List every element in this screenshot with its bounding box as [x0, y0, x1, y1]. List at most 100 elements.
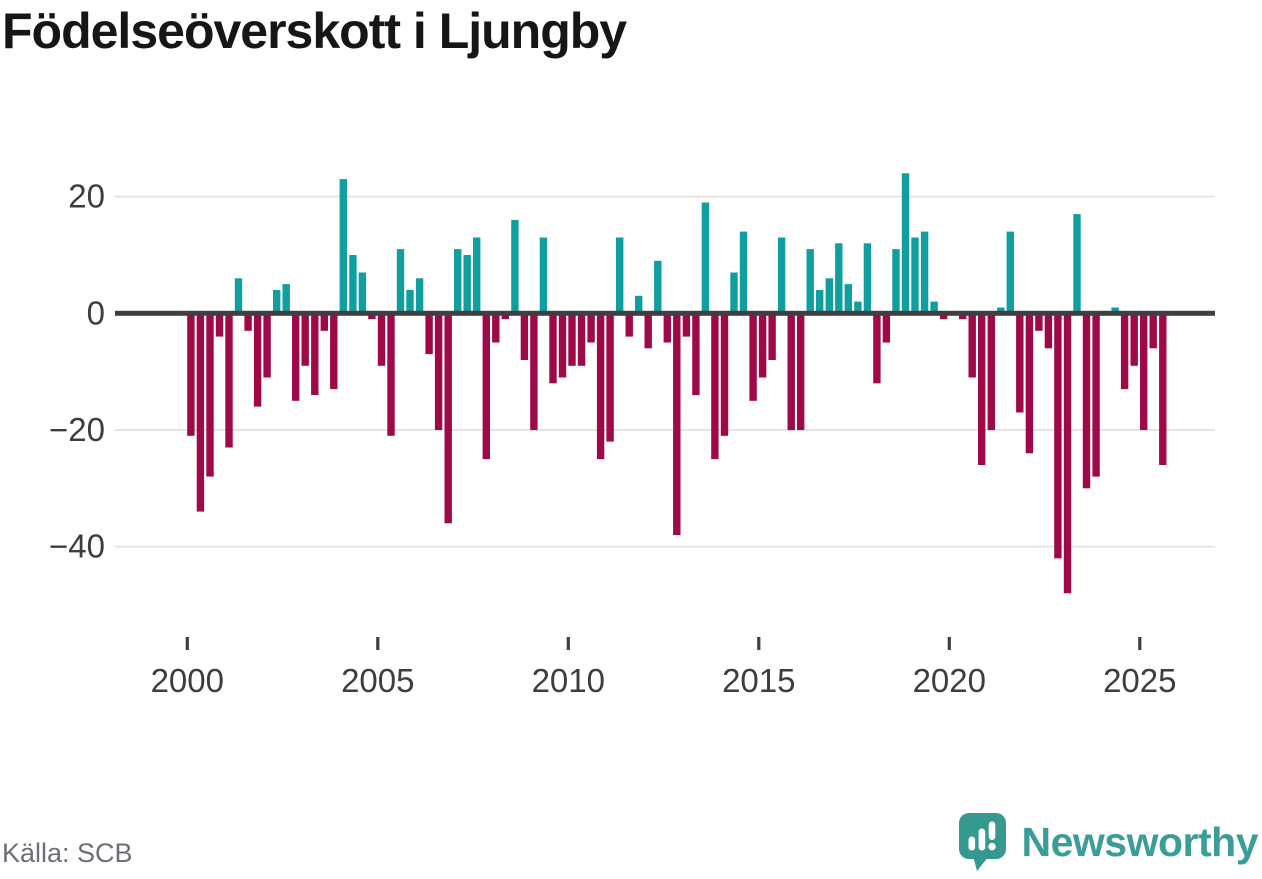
bar-negative — [215, 313, 224, 337]
bar-negative — [1130, 313, 1138, 366]
bar-negative — [959, 313, 967, 320]
bar-negative — [549, 313, 557, 384]
bar-positive — [339, 179, 347, 314]
bar-positive — [863, 243, 872, 314]
y-axis-label: −40 — [49, 528, 105, 565]
x-axis-label: 2005 — [341, 662, 414, 699]
source-note: Källa: SCB — [2, 838, 133, 868]
bar-positive — [511, 220, 519, 314]
bar-positive — [825, 278, 833, 314]
bar-negative — [1016, 313, 1024, 413]
bar-negative — [196, 313, 205, 512]
bar-negative — [673, 313, 681, 535]
bar-negative — [596, 313, 605, 460]
bar-negative — [1063, 313, 1072, 594]
bar-positive — [654, 260, 662, 314]
bar-negative — [606, 313, 614, 442]
bar-negative — [1159, 313, 1167, 465]
bar-negative — [692, 313, 700, 395]
x-tick-mark — [376, 637, 380, 650]
bar-negative — [568, 313, 576, 366]
bar-positive — [930, 301, 938, 314]
bar-negative — [1120, 313, 1129, 390]
bar-negative — [787, 313, 795, 430]
bar-positive — [835, 243, 843, 314]
y-axis-label: 0 — [87, 294, 105, 331]
bar-positive — [463, 255, 471, 314]
bar-positive — [473, 237, 481, 314]
y-axis-label: −20 — [49, 411, 105, 448]
bar-negative — [1092, 313, 1100, 477]
bar-positive — [415, 278, 424, 314]
bar-negative — [882, 313, 891, 343]
bar-negative — [663, 313, 671, 343]
bar-negative — [1035, 313, 1043, 331]
bar-negative — [301, 313, 309, 366]
bar-negative — [758, 313, 767, 378]
x-axis-label: 2000 — [151, 662, 224, 699]
bar-positive — [777, 237, 786, 314]
x-axis-label: 2020 — [913, 662, 986, 699]
x-tick-mark — [757, 637, 761, 650]
bar-positive — [396, 249, 405, 314]
bar-negative — [1025, 313, 1034, 454]
bar-positive — [358, 272, 367, 314]
bar-positive — [854, 301, 862, 314]
x-axis-label: 2015 — [722, 662, 795, 699]
newsworthy-wordmark: Newsworthy — [1021, 818, 1259, 865]
bar-positive — [1073, 214, 1081, 314]
bar-positive — [901, 173, 910, 314]
x-tick-mark — [1138, 637, 1142, 650]
x-axis-label: 2010 — [532, 662, 605, 699]
bar-positive — [1111, 307, 1119, 314]
bar-positive — [816, 290, 824, 314]
bar-positive — [701, 202, 710, 314]
gridline — [115, 428, 1215, 431]
bar-negative — [530, 313, 538, 430]
bar-negative — [244, 313, 252, 331]
bar-negative — [492, 313, 500, 343]
bar-negative — [1082, 313, 1091, 489]
bar-positive — [844, 284, 852, 314]
x-tick-mark — [947, 637, 951, 650]
newsworthy-speech-bubble-barchart-icon — [958, 813, 1006, 871]
bar-negative — [1054, 313, 1062, 559]
bar-negative — [501, 313, 509, 320]
bar-negative — [253, 313, 262, 407]
bar-negative — [987, 313, 995, 430]
gridline — [115, 545, 1215, 548]
bar-positive — [730, 272, 738, 314]
bar-positive — [349, 255, 357, 314]
bar-negative — [330, 313, 338, 390]
bar-negative — [682, 313, 691, 337]
page-title: Födelseöverskott i Ljungby — [2, 3, 627, 59]
bar-negative — [1044, 313, 1053, 349]
bar-negative — [482, 313, 490, 460]
y-axis-label: 20 — [68, 178, 105, 215]
bar-positive — [1006, 231, 1014, 314]
bar-negative — [720, 313, 729, 436]
bar-negative — [625, 313, 633, 337]
bar-negative — [368, 313, 376, 320]
bar-negative — [558, 313, 567, 378]
bar-negative — [1140, 313, 1148, 430]
bar-negative — [425, 313, 433, 355]
bar-positive — [234, 278, 243, 314]
bar-negative — [434, 313, 443, 430]
bar-negative — [225, 313, 233, 448]
bar-positive — [406, 290, 414, 314]
bar-positive — [635, 295, 643, 314]
bar-positive — [454, 249, 462, 314]
bar-negative — [968, 313, 976, 378]
bar-positive — [616, 237, 624, 314]
bar-positive — [282, 284, 290, 314]
bar-positive — [806, 249, 814, 314]
x-axis-label: 2025 — [1103, 662, 1176, 699]
zero-line — [115, 310, 1215, 316]
bar-negative — [292, 313, 300, 401]
bar-negative — [797, 313, 805, 430]
bar-negative — [520, 313, 529, 360]
gridline — [115, 195, 1215, 198]
bar-negative — [587, 313, 595, 343]
